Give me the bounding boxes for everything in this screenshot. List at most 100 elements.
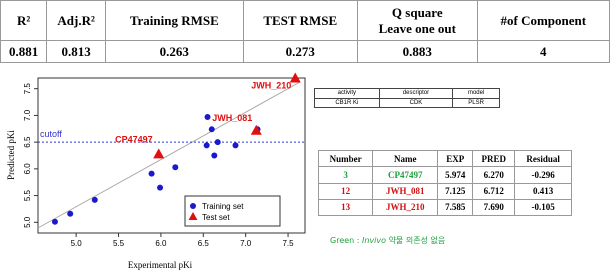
cell: 7.585 bbox=[437, 198, 474, 217]
cell: 7.690 bbox=[472, 198, 516, 217]
point bbox=[250, 124, 262, 135]
point bbox=[211, 152, 218, 159]
cell: 4 bbox=[476, 40, 610, 63]
point-label: JWH_210 bbox=[251, 81, 291, 91]
cell: -0.296 bbox=[514, 166, 572, 184]
plot-frame bbox=[37, 77, 306, 234]
cell: 6.270 bbox=[472, 166, 516, 184]
header-cell: Number bbox=[317, 149, 374, 168]
chart: Experimental pKi Predicted pKi 5.0 5.5 6.0… bbox=[6, 72, 306, 270]
x-tick-label: 6.0 bbox=[155, 239, 167, 248]
header-cell: model bbox=[452, 88, 500, 99]
header-text: Q square bbox=[391, 4, 443, 20]
header-cell: PRED bbox=[472, 149, 516, 168]
fit-line bbox=[37, 81, 301, 229]
y-tick-label: 6.0 bbox=[23, 163, 32, 175]
y-tick-label: 7.0 bbox=[23, 109, 32, 121]
point bbox=[214, 139, 221, 146]
point bbox=[232, 142, 239, 149]
x-tick-label: 5.0 bbox=[71, 239, 83, 248]
y-tick-label: 6.5 bbox=[23, 136, 32, 148]
header-row: activity descriptor model bbox=[314, 88, 500, 99]
header-text: TEST RMSE bbox=[263, 12, 338, 28]
header-text: Training RMSE bbox=[129, 12, 219, 28]
y-tick-label: 5.0 bbox=[23, 216, 32, 228]
header-row: R² Adj.R² Training RMSE TEST RMSE Q square Le… bbox=[0, 0, 610, 41]
model-table: activity descriptor model CB1R Ki CDK PLSR bbox=[314, 88, 500, 108]
x-tick-label: 7.0 bbox=[240, 239, 252, 248]
y-axis-title: Predicted pKi bbox=[6, 130, 16, 180]
point bbox=[67, 210, 74, 217]
cell: 5.974 bbox=[437, 166, 474, 184]
row: 13 JWH_210 7.585 7.690 -0.105 bbox=[317, 198, 572, 217]
cell: CP47497 bbox=[372, 166, 439, 184]
x-axis-title: Experimental pKi bbox=[128, 260, 193, 270]
cell: 3 bbox=[317, 166, 374, 184]
header-cell: Residual bbox=[514, 149, 572, 168]
cell: 0.413 bbox=[514, 182, 572, 200]
y-tick-label: 5.5 bbox=[23, 189, 32, 201]
point bbox=[203, 142, 210, 149]
x-tick-label: 6.5 bbox=[198, 239, 210, 248]
cell: 0.883 bbox=[356, 40, 478, 63]
note-prefix: Green : bbox=[330, 236, 363, 245]
legend-marker bbox=[188, 212, 198, 220]
y-tick-label: 7.5 bbox=[23, 83, 32, 95]
row: 12 JWH_081 7.125 6.712 0.413 bbox=[317, 182, 572, 200]
header-cell: descriptor bbox=[378, 88, 454, 99]
header-cell: #of Component bbox=[476, 0, 610, 41]
header-text: #of Component bbox=[500, 12, 587, 28]
header-cell: R² bbox=[0, 0, 48, 41]
header-text: Leave one out bbox=[378, 20, 456, 36]
point-label: CP47497 bbox=[115, 134, 153, 144]
legend-label: Test set bbox=[202, 213, 230, 222]
legend-box bbox=[184, 195, 281, 227]
header-text: Adj.R² bbox=[57, 12, 95, 28]
cell: -0.105 bbox=[514, 198, 572, 217]
header-row: Number Name EXP PRED Residual bbox=[317, 149, 572, 168]
point bbox=[148, 170, 155, 177]
row: CB1R Ki CDK PLSR bbox=[314, 97, 500, 108]
row: 3 CP47497 5.974 6.270 -0.296 bbox=[317, 166, 572, 184]
header-cell: EXP bbox=[437, 149, 474, 168]
point bbox=[153, 148, 165, 159]
results-table: Number Name EXP PRED Residual 3 CP47497 5.974 6.… bbox=[317, 149, 572, 217]
point bbox=[172, 164, 179, 171]
cell: 0.881 bbox=[0, 40, 48, 63]
header-cell: Training RMSE bbox=[105, 0, 244, 41]
point-label: JWH_081 bbox=[212, 113, 252, 123]
x-tick-label: 5.5 bbox=[113, 239, 125, 248]
note: Green : Invivo 약물 의존성 없음 bbox=[330, 235, 445, 246]
cell: PLSR bbox=[452, 97, 500, 108]
header-cell: TEST RMSE bbox=[242, 0, 358, 41]
point bbox=[289, 72, 301, 83]
header-cell: Name bbox=[372, 149, 439, 168]
cell: 6.712 bbox=[472, 182, 516, 200]
cell: 12 bbox=[317, 182, 374, 200]
point bbox=[204, 114, 211, 121]
point bbox=[91, 196, 98, 203]
cell: 0.813 bbox=[46, 40, 107, 63]
legend-marker bbox=[190, 203, 196, 209]
note-italic: Invivo bbox=[362, 236, 387, 245]
legend-label: Training set bbox=[202, 202, 244, 211]
row: 0.881 0.813 0.263 0.273 0.883 4 bbox=[0, 40, 610, 63]
header-cell: activity bbox=[314, 88, 380, 99]
header-text: R² bbox=[16, 12, 31, 28]
note-rest: 약물 의존성 없음 bbox=[386, 236, 446, 245]
cell: 7.125 bbox=[437, 182, 474, 200]
point bbox=[208, 126, 215, 133]
cell: 13 bbox=[317, 198, 374, 217]
x-tick-label: 7.5 bbox=[282, 239, 294, 248]
cell: 0.273 bbox=[242, 40, 358, 63]
point bbox=[157, 184, 164, 191]
cutoff-label: cutoff bbox=[40, 129, 62, 139]
point bbox=[51, 218, 58, 225]
header-cell: Q square Leave one out bbox=[356, 0, 478, 41]
metrics-table: R² Adj.R² Training RMSE TEST RMSE Q square Le… bbox=[0, 0, 610, 63]
cell: 0.263 bbox=[105, 40, 244, 63]
cell: JWH_210 bbox=[372, 198, 439, 217]
cell: CDK bbox=[378, 97, 454, 108]
header-cell: Adj.R² bbox=[46, 0, 107, 41]
